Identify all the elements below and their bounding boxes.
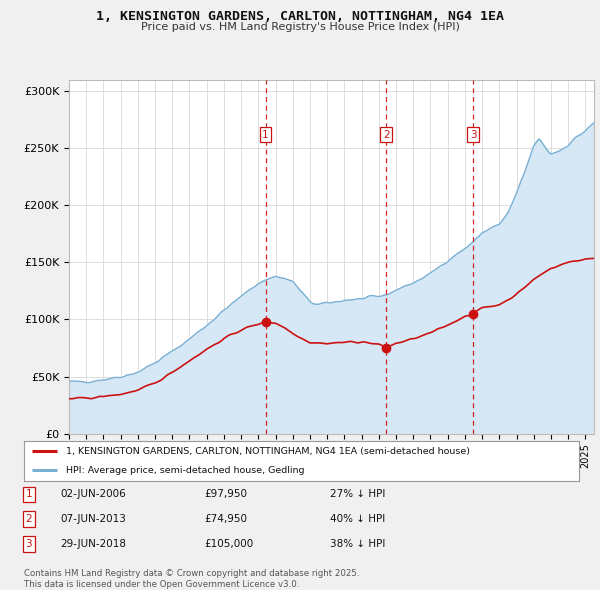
Text: £97,950: £97,950 (204, 490, 247, 499)
Text: 1, KENSINGTON GARDENS, CARLTON, NOTTINGHAM, NG4 1EA: 1, KENSINGTON GARDENS, CARLTON, NOTTINGH… (96, 10, 504, 23)
Text: 02-JUN-2006: 02-JUN-2006 (60, 490, 126, 499)
Text: 2: 2 (383, 130, 389, 139)
Text: 1: 1 (262, 130, 269, 139)
Text: 3: 3 (470, 130, 476, 139)
Text: £105,000: £105,000 (204, 539, 253, 549)
Text: 1: 1 (25, 490, 32, 499)
Text: 38% ↓ HPI: 38% ↓ HPI (330, 539, 385, 549)
Text: 07-JUN-2013: 07-JUN-2013 (60, 514, 126, 524)
Text: £74,950: £74,950 (204, 514, 247, 524)
Text: Contains HM Land Registry data © Crown copyright and database right 2025.
This d: Contains HM Land Registry data © Crown c… (24, 569, 359, 589)
Text: 2: 2 (25, 514, 32, 524)
Text: HPI: Average price, semi-detached house, Gedling: HPI: Average price, semi-detached house,… (65, 466, 304, 475)
Text: Price paid vs. HM Land Registry's House Price Index (HPI): Price paid vs. HM Land Registry's House … (140, 22, 460, 32)
Text: 40% ↓ HPI: 40% ↓ HPI (330, 514, 385, 524)
Text: 3: 3 (25, 539, 32, 549)
Text: 29-JUN-2018: 29-JUN-2018 (60, 539, 126, 549)
Text: 1, KENSINGTON GARDENS, CARLTON, NOTTINGHAM, NG4 1EA (semi-detached house): 1, KENSINGTON GARDENS, CARLTON, NOTTINGH… (65, 447, 470, 455)
Text: 27% ↓ HPI: 27% ↓ HPI (330, 490, 385, 499)
